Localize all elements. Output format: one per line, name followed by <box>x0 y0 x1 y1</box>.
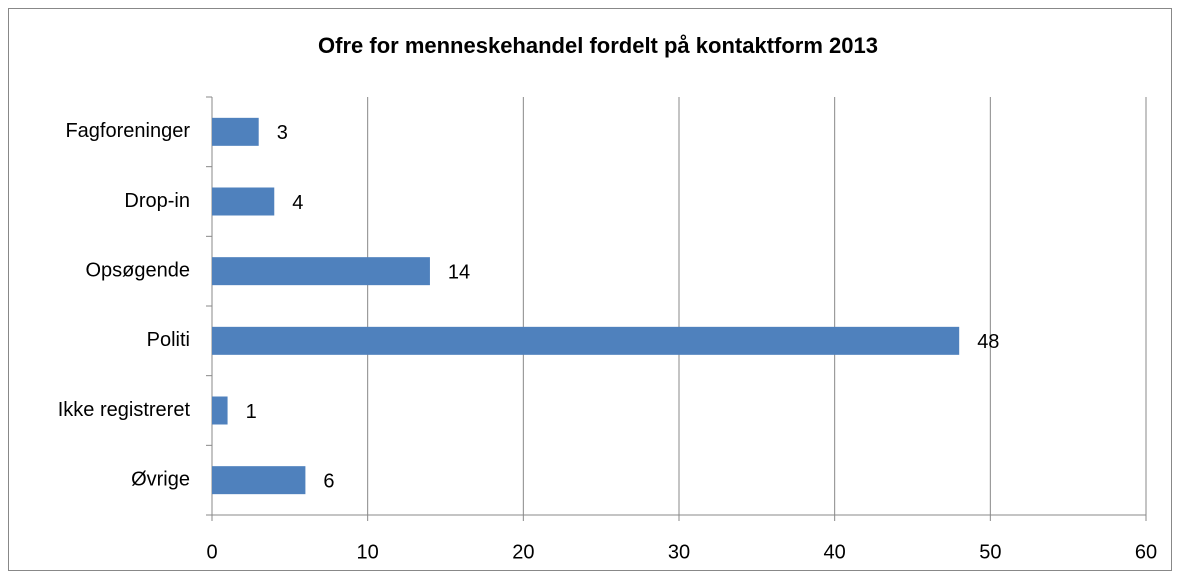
y-tick-label: Drop-in <box>124 190 190 212</box>
x-tick-label: 30 <box>668 541 690 563</box>
x-tick-label: 20 <box>512 541 534 563</box>
chart-frame <box>8 8 1172 571</box>
y-tick-label: Opsøgende <box>85 259 190 281</box>
x-tick-label: 40 <box>824 541 846 563</box>
bar <box>212 396 228 425</box>
value-label: 14 <box>448 261 470 283</box>
y-tick-label: Fagforeninger <box>65 120 190 142</box>
bar <box>212 257 430 286</box>
value-label: 48 <box>977 331 999 353</box>
value-label: 3 <box>277 122 288 144</box>
x-tick-label: 60 <box>1135 541 1157 563</box>
y-tick-label: Politi <box>147 329 190 351</box>
bar <box>212 466 306 495</box>
value-label: 6 <box>323 470 334 492</box>
x-tick-label: 0 <box>206 541 217 563</box>
x-tick-label: 50 <box>979 541 1001 563</box>
value-label: 4 <box>292 192 303 214</box>
x-tick-label: 10 <box>357 541 379 563</box>
bar <box>212 326 960 355</box>
chart-title: Ofre for menneskehandel fordelt på konta… <box>318 33 878 58</box>
value-label: 1 <box>246 401 257 423</box>
bar <box>212 117 259 146</box>
y-tick-label: Øvrige <box>131 468 190 490</box>
bar <box>212 187 275 216</box>
y-tick-label: Ikke registreret <box>58 399 191 421</box>
